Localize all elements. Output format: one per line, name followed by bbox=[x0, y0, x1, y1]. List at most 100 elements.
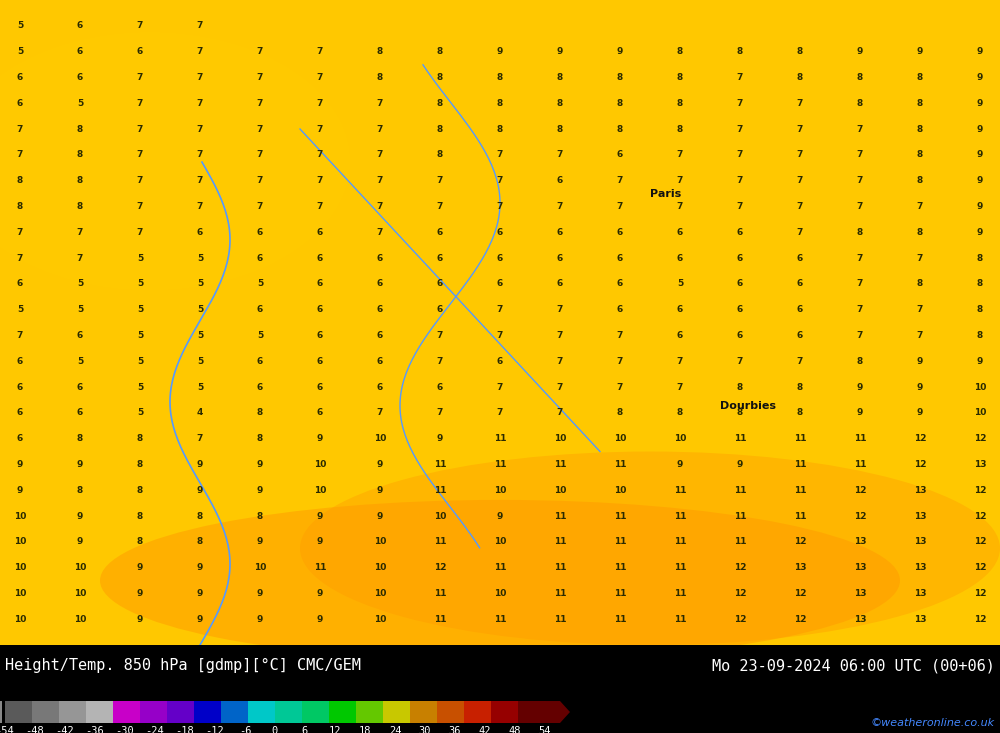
Text: 7: 7 bbox=[137, 202, 143, 211]
Text: 6: 6 bbox=[77, 47, 83, 56]
Text: 11: 11 bbox=[494, 460, 506, 469]
Text: 10: 10 bbox=[494, 486, 506, 495]
Text: 9: 9 bbox=[377, 460, 383, 469]
Text: 5: 5 bbox=[77, 357, 83, 366]
Text: 10: 10 bbox=[674, 434, 686, 443]
Bar bbox=[5, 701, 32, 723]
Text: 8: 8 bbox=[677, 73, 683, 82]
Text: 13: 13 bbox=[854, 589, 866, 598]
Text: 5: 5 bbox=[257, 331, 263, 340]
Text: 9: 9 bbox=[737, 460, 743, 469]
FancyArrow shape bbox=[0, 701, 2, 723]
Text: 13: 13 bbox=[914, 615, 926, 624]
Text: 7: 7 bbox=[797, 228, 803, 237]
Text: 8: 8 bbox=[677, 125, 683, 133]
Text: 9: 9 bbox=[257, 615, 263, 624]
Text: 7: 7 bbox=[137, 228, 143, 237]
Text: 11: 11 bbox=[794, 512, 806, 520]
Text: 6: 6 bbox=[797, 279, 803, 288]
Text: 7: 7 bbox=[497, 408, 503, 417]
Text: 8: 8 bbox=[77, 202, 83, 211]
Text: 6: 6 bbox=[677, 331, 683, 340]
Text: 7: 7 bbox=[617, 202, 623, 211]
Text: 7: 7 bbox=[917, 305, 923, 314]
Text: 8: 8 bbox=[977, 254, 983, 262]
Text: 10: 10 bbox=[374, 563, 386, 572]
Text: -54: -54 bbox=[0, 726, 14, 733]
Text: 9: 9 bbox=[317, 615, 323, 624]
Bar bbox=[383, 701, 411, 723]
Text: 8: 8 bbox=[497, 99, 503, 108]
Text: 11: 11 bbox=[734, 486, 746, 495]
Text: 5: 5 bbox=[137, 331, 143, 340]
Bar bbox=[275, 701, 302, 723]
Text: 8: 8 bbox=[557, 125, 563, 133]
Text: 7: 7 bbox=[257, 99, 263, 108]
Text: 11: 11 bbox=[434, 460, 446, 469]
Text: 5: 5 bbox=[17, 21, 23, 30]
Text: 12: 12 bbox=[974, 589, 986, 598]
Text: 9: 9 bbox=[497, 47, 503, 56]
Text: 11: 11 bbox=[674, 512, 686, 520]
Text: 6: 6 bbox=[557, 254, 563, 262]
Text: 7: 7 bbox=[197, 176, 203, 185]
Text: 6: 6 bbox=[317, 357, 323, 366]
Text: 7: 7 bbox=[437, 357, 443, 366]
Text: 11: 11 bbox=[554, 512, 566, 520]
Text: 5: 5 bbox=[137, 254, 143, 262]
Text: 6: 6 bbox=[377, 383, 383, 391]
Text: 8: 8 bbox=[497, 125, 503, 133]
Text: 7: 7 bbox=[557, 202, 563, 211]
Text: 13: 13 bbox=[854, 615, 866, 624]
Text: 5: 5 bbox=[197, 383, 203, 391]
Text: 12: 12 bbox=[734, 563, 746, 572]
Text: 8: 8 bbox=[617, 125, 623, 133]
Text: 13: 13 bbox=[914, 537, 926, 546]
Text: 6: 6 bbox=[257, 254, 263, 262]
Text: 6: 6 bbox=[17, 383, 23, 391]
Text: 5: 5 bbox=[137, 305, 143, 314]
Text: 9: 9 bbox=[197, 615, 203, 624]
Text: 6: 6 bbox=[437, 305, 443, 314]
Text: 7: 7 bbox=[257, 125, 263, 133]
Text: 7: 7 bbox=[497, 331, 503, 340]
Text: 8: 8 bbox=[377, 47, 383, 56]
Text: 11: 11 bbox=[314, 563, 326, 572]
Text: 7: 7 bbox=[857, 305, 863, 314]
Text: 10: 10 bbox=[974, 408, 986, 417]
Text: 8: 8 bbox=[857, 73, 863, 82]
Text: 6: 6 bbox=[317, 383, 323, 391]
Text: 7: 7 bbox=[857, 176, 863, 185]
Text: 9: 9 bbox=[377, 486, 383, 495]
Text: 10: 10 bbox=[374, 589, 386, 598]
Text: 11: 11 bbox=[494, 563, 506, 572]
Text: 8: 8 bbox=[437, 47, 443, 56]
Text: 6: 6 bbox=[617, 150, 623, 159]
Text: 11: 11 bbox=[674, 615, 686, 624]
Text: 9: 9 bbox=[137, 615, 143, 624]
Text: 7: 7 bbox=[677, 150, 683, 159]
Text: 5: 5 bbox=[257, 279, 263, 288]
Text: 10: 10 bbox=[74, 589, 86, 598]
Text: 12: 12 bbox=[794, 537, 806, 546]
Text: 6: 6 bbox=[17, 73, 23, 82]
Text: 7: 7 bbox=[317, 150, 323, 159]
Text: 7: 7 bbox=[377, 408, 383, 417]
Text: 6: 6 bbox=[377, 305, 383, 314]
Text: 6: 6 bbox=[497, 228, 503, 237]
Text: 8: 8 bbox=[437, 150, 443, 159]
Text: 8: 8 bbox=[257, 434, 263, 443]
Text: 6: 6 bbox=[257, 228, 263, 237]
Text: 8: 8 bbox=[437, 73, 443, 82]
Text: 6: 6 bbox=[77, 331, 83, 340]
Text: 6: 6 bbox=[797, 254, 803, 262]
Text: 8: 8 bbox=[257, 512, 263, 520]
Text: 13: 13 bbox=[974, 460, 986, 469]
Text: 8: 8 bbox=[377, 73, 383, 82]
Text: 9: 9 bbox=[557, 47, 563, 56]
Text: 42: 42 bbox=[479, 726, 491, 733]
Text: 8: 8 bbox=[17, 176, 23, 185]
Text: 8: 8 bbox=[137, 512, 143, 520]
Text: 11: 11 bbox=[674, 589, 686, 598]
Text: 7: 7 bbox=[377, 176, 383, 185]
